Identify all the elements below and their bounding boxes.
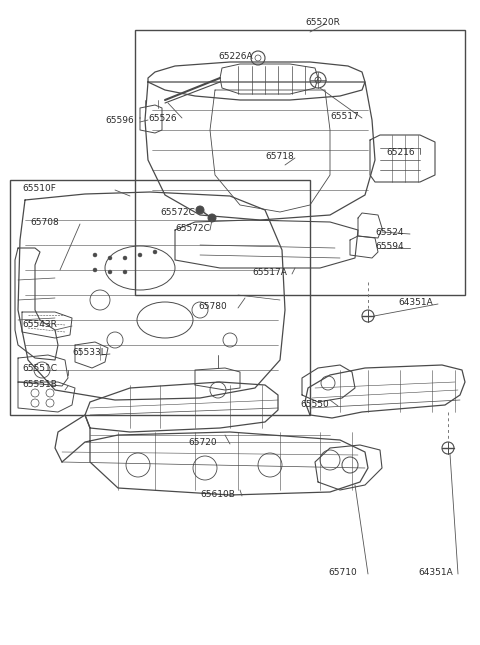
Text: 65596: 65596 (105, 116, 134, 125)
Text: 65610B: 65610B (200, 490, 235, 499)
Text: 65517A: 65517A (252, 268, 287, 277)
Circle shape (108, 270, 112, 274)
Text: 65572C: 65572C (160, 208, 195, 217)
Text: 65718: 65718 (265, 152, 294, 161)
Circle shape (108, 256, 112, 260)
Circle shape (196, 206, 204, 214)
Circle shape (208, 214, 216, 222)
Text: 65524: 65524 (375, 228, 404, 237)
Text: 64351A: 64351A (418, 568, 453, 577)
Circle shape (153, 250, 157, 254)
Text: 65708: 65708 (30, 218, 59, 227)
Circle shape (123, 256, 127, 260)
Circle shape (93, 253, 97, 257)
Text: 65550: 65550 (300, 400, 329, 409)
Bar (10, 180, 310, 415)
Text: 64351A: 64351A (398, 298, 433, 307)
Text: 65226A: 65226A (218, 52, 252, 61)
Circle shape (93, 268, 97, 272)
Text: 65526: 65526 (148, 114, 177, 123)
Circle shape (138, 253, 142, 257)
Text: 65594: 65594 (375, 242, 404, 251)
Text: 65572C: 65572C (175, 224, 210, 233)
Text: 65533L: 65533L (72, 348, 106, 357)
Text: 65780: 65780 (198, 302, 227, 311)
Text: 65551C: 65551C (22, 364, 57, 373)
Text: 65510F: 65510F (22, 184, 56, 193)
Text: 65710: 65710 (328, 568, 357, 577)
Text: 65720: 65720 (188, 438, 216, 447)
Bar (135, 30, 465, 295)
Text: 65551B: 65551B (22, 380, 57, 389)
Text: 65517: 65517 (330, 112, 359, 121)
Text: 65543R: 65543R (22, 320, 57, 329)
Circle shape (123, 270, 127, 274)
Text: 65520R: 65520R (305, 18, 340, 27)
Text: 65216: 65216 (386, 148, 415, 157)
